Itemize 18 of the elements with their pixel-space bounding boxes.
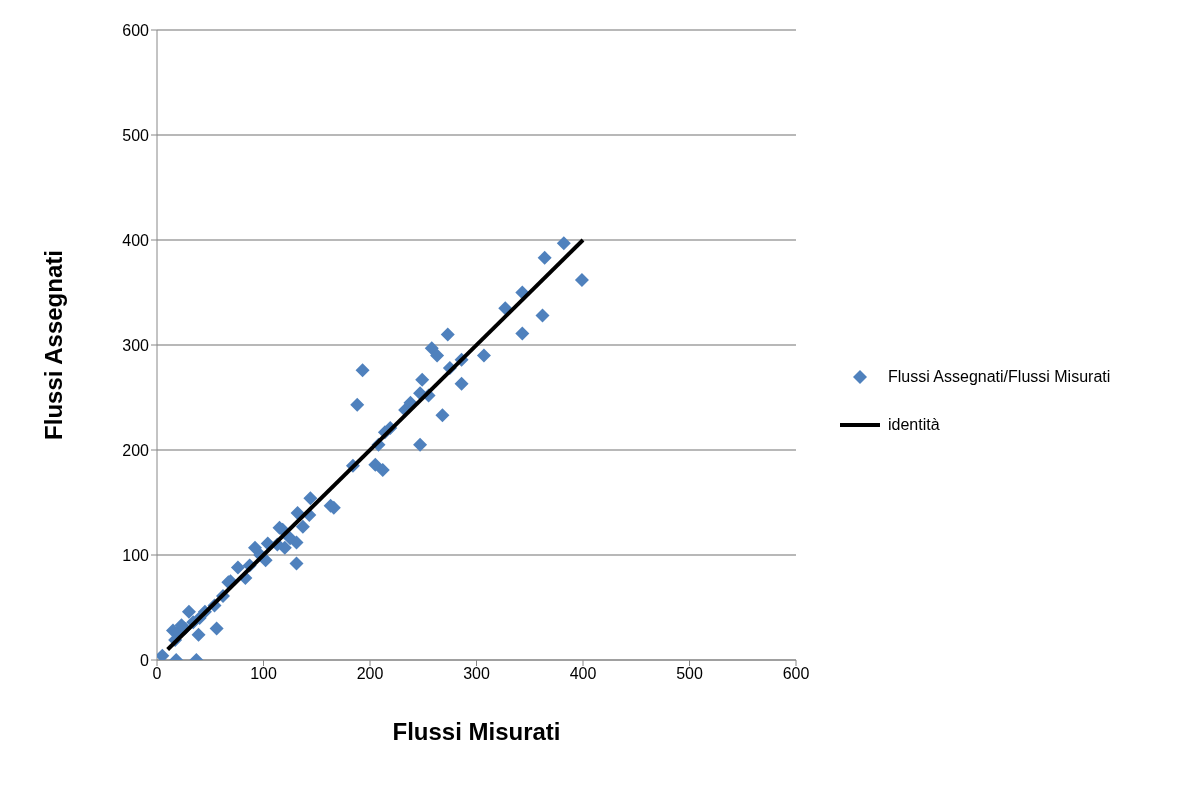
x-tick-label: 600 xyxy=(782,665,810,683)
y-tick-label: 200 xyxy=(122,441,150,459)
y-tick-label: 0 xyxy=(140,651,150,669)
legend-label: identità xyxy=(888,416,940,434)
legend-label: Flussi Assegnati/Flussi Misurati xyxy=(888,368,1111,386)
x-tick-label: 0 xyxy=(152,665,162,683)
y-tick-label: 300 xyxy=(122,336,150,354)
y-tick-label: 100 xyxy=(122,546,150,564)
x-tick-label: 100 xyxy=(250,665,277,683)
x-axis-title: Flussi Misurati xyxy=(392,718,561,745)
x-tick-label: 400 xyxy=(569,665,597,683)
x-tick-label: 200 xyxy=(356,665,384,683)
x-tick-label: 500 xyxy=(676,665,703,683)
y-tick-label: 600 xyxy=(122,21,150,39)
y-tick-label: 400 xyxy=(122,231,150,249)
y-tick-label: 500 xyxy=(122,126,150,144)
y-axis-title: Flussi Assegnati xyxy=(39,250,67,440)
x-tick-label: 300 xyxy=(463,665,490,683)
